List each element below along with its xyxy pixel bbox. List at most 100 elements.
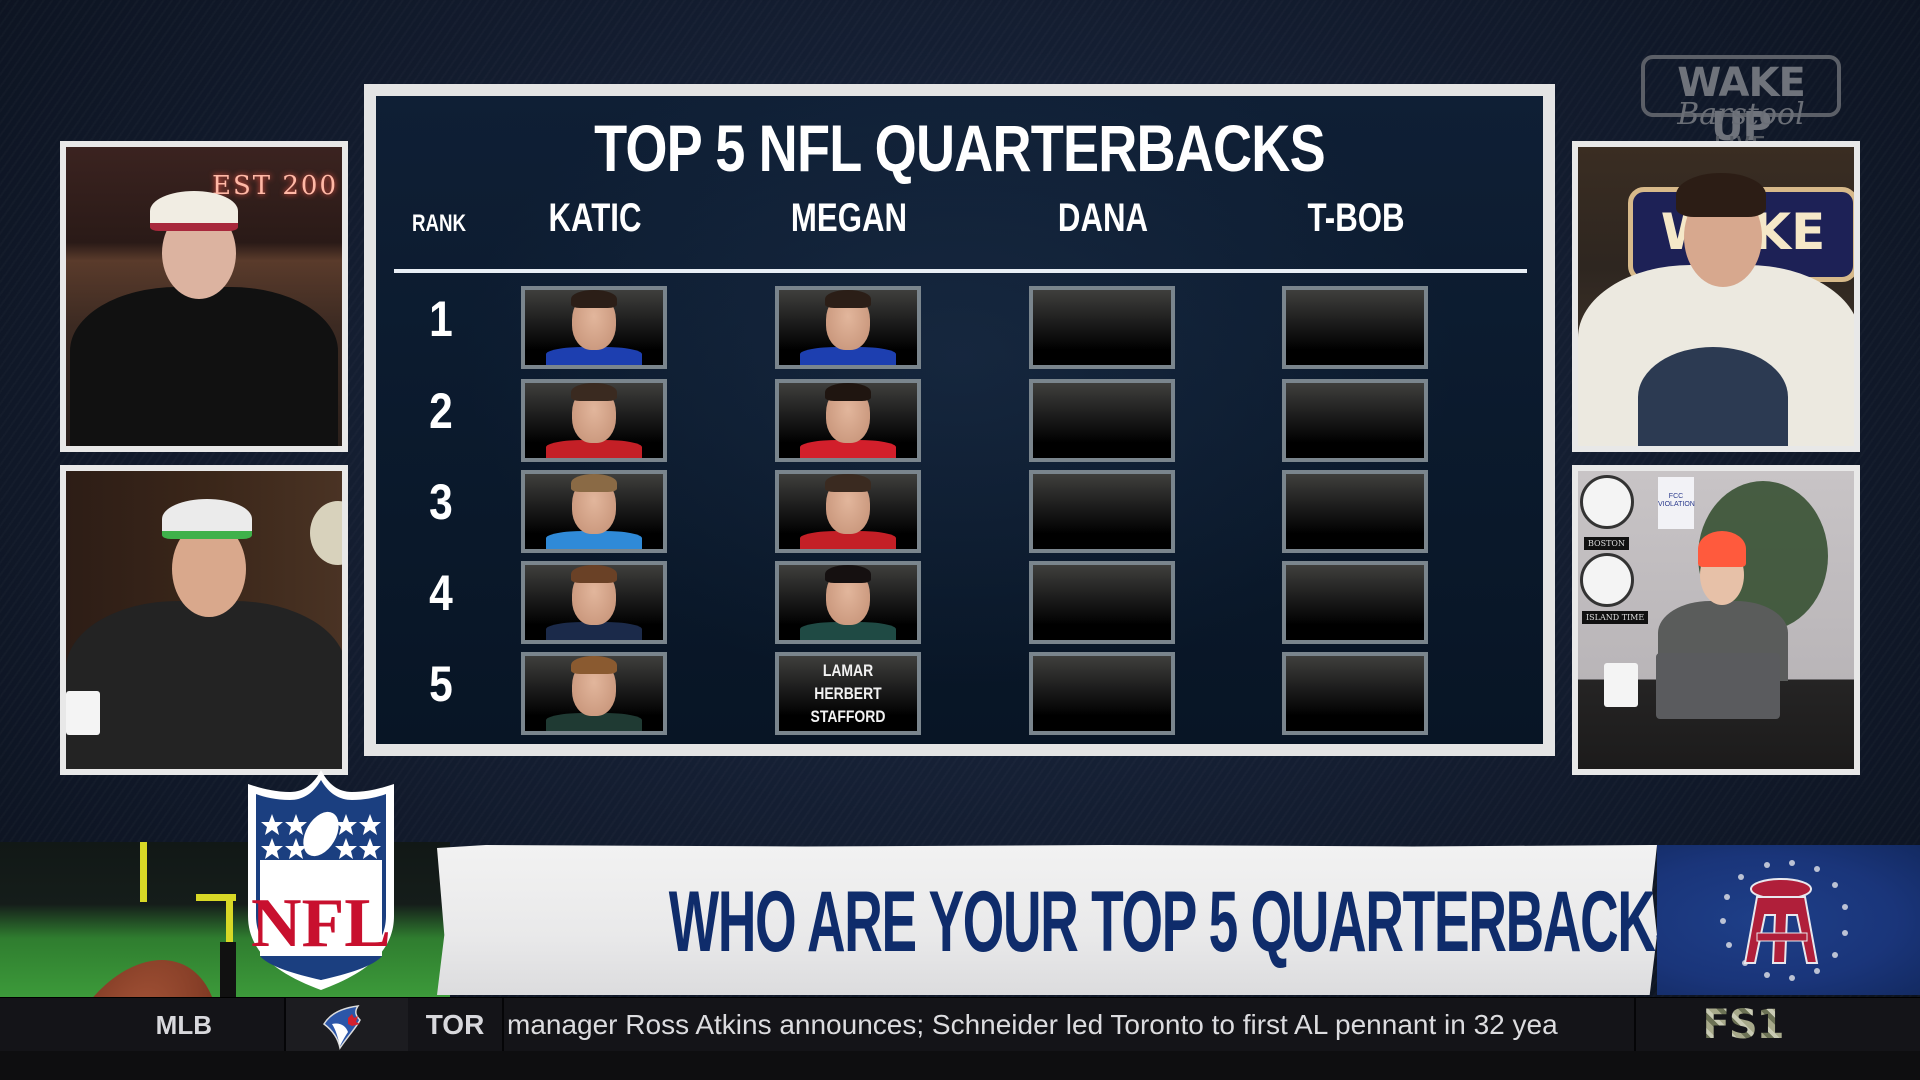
jeans (1638, 347, 1788, 446)
pick-cell-katic-1 (521, 286, 667, 369)
host-figure (1578, 147, 1854, 446)
ticker-league: MLB (155, 1010, 212, 1040)
video-feed-host-3: WAKE UP (1578, 147, 1854, 446)
goalpost (140, 842, 147, 902)
pick-cell-megan-2 (775, 379, 921, 462)
board-title: TOP 5 NFL QUARTERBACKS (594, 111, 1326, 185)
player-hair (825, 474, 871, 492)
show-logo: WAKE UP Barstool LIVE (1641, 55, 1841, 155)
pick-cell-dana-5 (1029, 652, 1175, 735)
pick-cell-katic-3 (521, 470, 667, 553)
player-hair (571, 565, 617, 583)
pick-text-line: LAMAR (822, 661, 874, 680)
barstool-stool-icon (1720, 860, 1848, 981)
player-jersey (546, 531, 642, 549)
clock-label-island: ISLAND TIME (1582, 611, 1649, 624)
video-feed-host-1: EST 200 (66, 147, 342, 446)
video-feed-host-2 (66, 471, 342, 769)
player-jersey (800, 622, 896, 640)
pick-cell-tbob-2 (1282, 379, 1428, 462)
pick-cell-katic-2 (521, 379, 667, 462)
cap (162, 499, 252, 539)
network-logo: FS1 (1636, 998, 1920, 1052)
column-header-dana: DANA (1057, 196, 1149, 240)
pick-cell-dana-2 (1029, 379, 1175, 462)
pick-cell-katic-4 (521, 561, 667, 644)
video-feed-host-4: BOSTON ISLAND TIME FCC VIOLATION (1578, 471, 1854, 769)
laptop (1656, 653, 1780, 719)
question-text: WHO ARE YOUR TOP 5 QUARTERBACKS RIGHT NO… (668, 874, 1920, 970)
neon-sign: EST 200 (211, 171, 338, 201)
pick-cell-dana-3 (1029, 470, 1175, 553)
column-header-megan: MEGAN (790, 196, 908, 240)
mug (66, 691, 100, 735)
player-jersey (546, 713, 642, 731)
clock-icon (1580, 475, 1634, 529)
player-jersey (800, 440, 896, 458)
rank-number: 5 (429, 656, 453, 712)
ticker-divider (502, 998, 504, 1052)
clock-icon (1580, 553, 1634, 607)
mug (1604, 663, 1638, 707)
pick-cell-dana-1 (1029, 286, 1175, 369)
player-jersey (800, 347, 896, 365)
player-hair (571, 474, 617, 492)
clock-label-boston: BOSTON (1584, 537, 1629, 550)
beanie (1698, 531, 1746, 567)
player-hair (571, 290, 617, 308)
pick-cell-megan-4 (775, 561, 921, 644)
host-figure (66, 471, 342, 769)
pick-cell-tbob-1 (1282, 286, 1428, 369)
pick-cell-dana-4 (1029, 561, 1175, 644)
pick-text-line: HERBERT (814, 684, 882, 703)
column-header-tbob: T-BOB (1307, 196, 1405, 240)
show-logo-frame (1641, 55, 1841, 117)
rank-number: 4 (429, 565, 453, 621)
fs1-logo: FS1 (1702, 1002, 1785, 1048)
pick-cell-megan-1 (775, 286, 921, 369)
rankings-board-inner: TOP 5 NFL QUARTERBACKS RANK KATIC MEGAN … (376, 96, 1543, 744)
player-jersey (546, 347, 642, 365)
goalpost-base (220, 942, 236, 997)
nfl-shield-icon: NFL (234, 766, 408, 992)
video-panel-top-right: WAKE UP (1572, 141, 1860, 452)
video-panel-top-left: EST 200 (60, 141, 348, 452)
player-jersey (546, 622, 642, 640)
player-hair (825, 565, 871, 583)
player-hair (571, 656, 617, 674)
rank-number: 2 (429, 383, 453, 439)
host-figure (1578, 471, 1854, 769)
header-divider (394, 269, 1527, 273)
football-icon (18, 933, 252, 997)
show-logo-barstool: Barstool (1677, 97, 1805, 132)
blue-jays-icon (286, 998, 408, 1052)
column-header-katic: KATIC (548, 196, 642, 240)
pick-text: LAMAR HERBERT STAFFORD (791, 656, 904, 731)
pick-cell-katic-5 (521, 652, 667, 735)
video-panel-bottom-right: BOSTON ISLAND TIME FCC VIOLATION (1572, 465, 1860, 775)
fcc-sign: FCC VIOLATION (1658, 477, 1695, 529)
bottom-bar (0, 1051, 1920, 1080)
player-hair (825, 290, 871, 308)
ticker-team: TOR (425, 1009, 485, 1040)
barstool-flag (1657, 845, 1920, 995)
pick-text-line: STAFFORD (810, 707, 886, 726)
player-jersey (800, 531, 896, 549)
player-jersey (546, 440, 642, 458)
player-hair (571, 383, 617, 401)
ticker-divider (1634, 998, 1636, 1052)
video-panel-bottom-left (60, 465, 348, 775)
pick-cell-megan-5: LAMAR HERBERT STAFFORD (775, 652, 921, 735)
host-figure (66, 147, 342, 446)
hair (1676, 173, 1766, 217)
news-ticker: MLB TOR manager Ross Atkins announces; S… (0, 997, 1920, 1052)
ticker-divider (284, 998, 286, 1052)
rankings-board: TOP 5 NFL QUARTERBACKS RANK KATIC MEGAN … (364, 84, 1555, 756)
pick-cell-tbob-3 (1282, 470, 1428, 553)
svg-text:NFL: NFL (251, 885, 391, 962)
pick-cell-megan-3 (775, 470, 921, 553)
rank-number: 1 (429, 291, 453, 347)
player-hair (825, 383, 871, 401)
goalpost (226, 894, 233, 949)
cap (150, 191, 238, 231)
